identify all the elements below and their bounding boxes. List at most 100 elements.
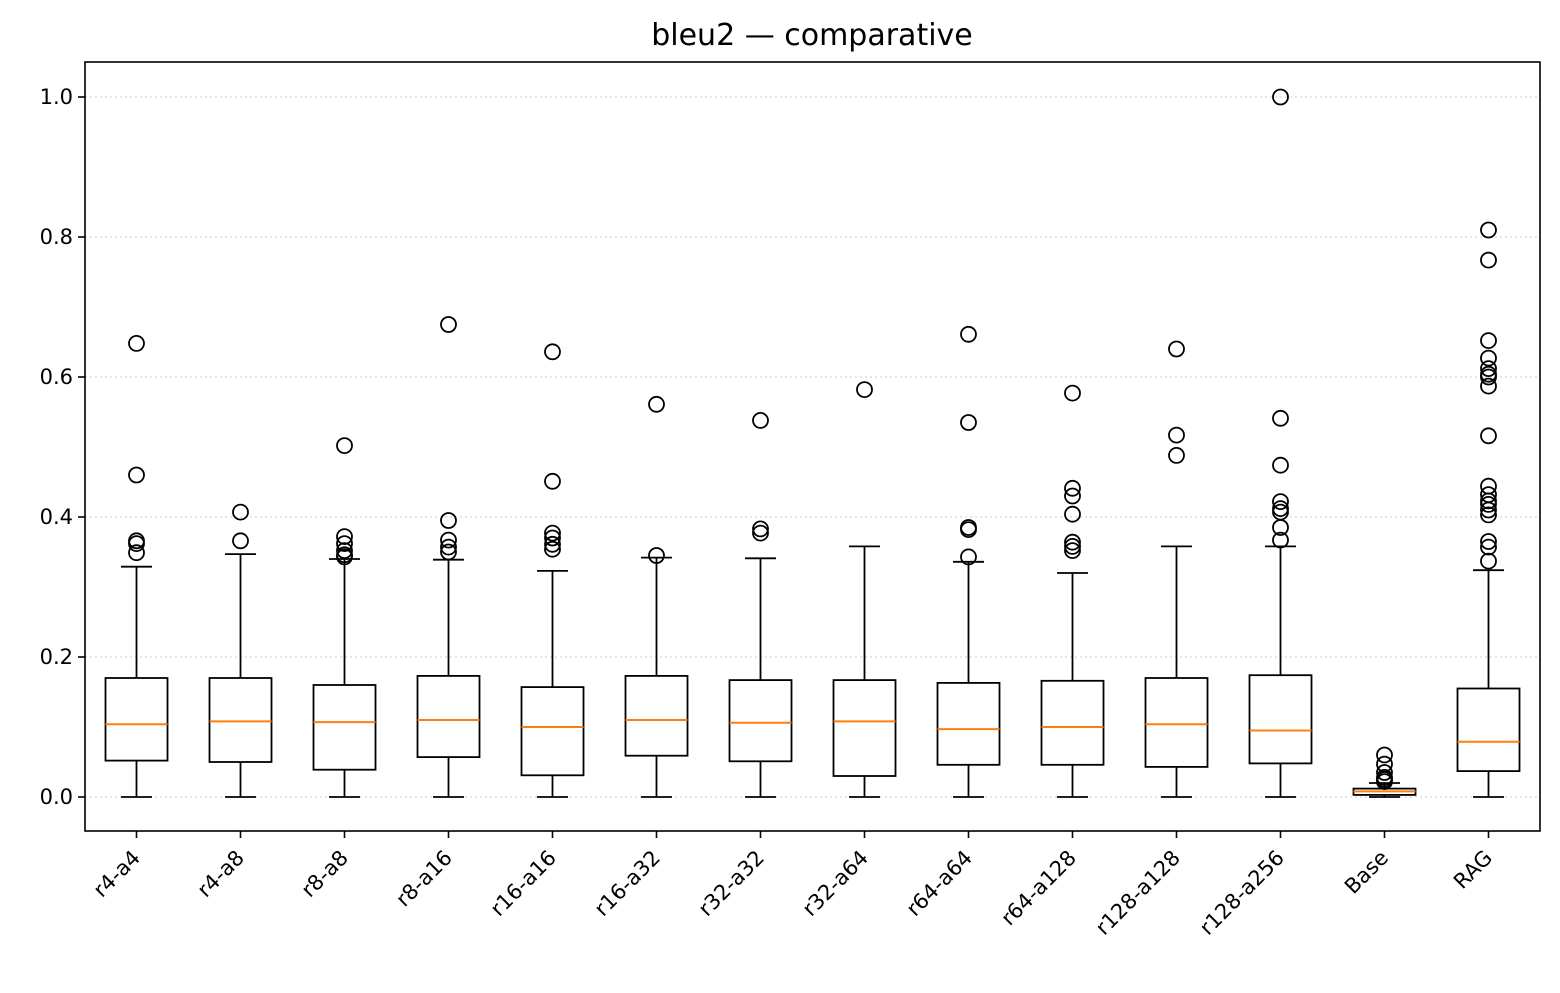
box xyxy=(728,679,793,763)
outlier-point xyxy=(1376,773,1393,790)
outlier-point xyxy=(1376,746,1393,764)
outlier-point xyxy=(1480,377,1497,395)
outlier-point xyxy=(440,531,457,549)
outlier-point xyxy=(648,395,665,413)
outlier-point xyxy=(544,343,561,361)
outlier-point xyxy=(1480,221,1497,239)
outlier-point xyxy=(1064,505,1081,523)
outlier-point xyxy=(1064,538,1081,555)
box-group xyxy=(1248,88,1313,798)
y-tick-label: 0.2 xyxy=(40,645,73,669)
outlier-point xyxy=(336,437,353,455)
outlier-point xyxy=(1480,533,1497,550)
outlier-point xyxy=(1376,764,1393,781)
outlier-point xyxy=(1064,479,1081,497)
outlier-point xyxy=(752,520,769,538)
box xyxy=(520,686,585,777)
box xyxy=(1248,674,1313,765)
y-tick-label: 0.8 xyxy=(40,225,73,249)
y-tick-label: 1.0 xyxy=(40,85,73,109)
box-group xyxy=(832,381,897,798)
outlier-point xyxy=(544,535,561,553)
outlier-point xyxy=(544,524,561,542)
outlier-point xyxy=(336,535,353,552)
outlier-point xyxy=(1272,531,1289,549)
box xyxy=(208,677,273,763)
outlier-point xyxy=(1480,552,1497,570)
box-group xyxy=(1144,340,1209,798)
outlier-point xyxy=(128,334,145,352)
outlier-point xyxy=(544,472,561,490)
outlier-point xyxy=(440,512,457,529)
outlier-point xyxy=(1168,426,1185,444)
outlier-point xyxy=(1272,409,1289,427)
outlier-point xyxy=(856,381,873,399)
box-group xyxy=(520,343,585,798)
box xyxy=(1040,679,1105,766)
outlier-point xyxy=(336,542,353,559)
outlier-point xyxy=(960,414,977,431)
outlier-point xyxy=(1480,360,1497,378)
outlier-point xyxy=(1480,332,1497,350)
outlier-point xyxy=(440,543,457,561)
box-group xyxy=(312,437,377,798)
box-group xyxy=(936,325,1001,798)
outlier-point xyxy=(1064,384,1081,402)
outlier-point xyxy=(440,316,457,333)
outlier-point xyxy=(1064,533,1081,551)
y-tick-label: 0.6 xyxy=(40,365,73,389)
outlier-point xyxy=(1480,506,1497,524)
outlier-point xyxy=(960,521,977,538)
box xyxy=(832,679,897,777)
outlier-point xyxy=(128,544,145,562)
y-tick-label: 0.0 xyxy=(40,785,73,809)
outlier-point xyxy=(1064,542,1081,559)
box xyxy=(104,677,169,762)
chart-title: bleu2 — comparative xyxy=(651,18,973,53)
outlier-point xyxy=(1064,487,1081,505)
outlier-point xyxy=(1480,427,1497,445)
outlier-point xyxy=(1272,88,1289,106)
outlier-point xyxy=(1272,456,1289,474)
outlier-point xyxy=(752,411,769,429)
box-series xyxy=(104,88,1521,798)
outlier-point xyxy=(232,503,249,521)
outlier-point xyxy=(1480,251,1497,269)
outlier-point xyxy=(648,547,665,564)
outlier-point xyxy=(960,325,977,343)
outlier-point xyxy=(1272,519,1289,536)
outlier-point xyxy=(1480,501,1497,519)
box xyxy=(312,684,377,771)
box-group xyxy=(416,316,481,798)
box xyxy=(416,675,481,759)
outlier-point xyxy=(336,548,353,566)
y-axis: 0.0 0.2 0.4 0.6 0.8 1.0 xyxy=(40,85,85,809)
outlier-point xyxy=(1480,495,1497,513)
outlier-point xyxy=(128,466,145,484)
box-group xyxy=(1040,384,1105,798)
outlier-point xyxy=(1272,493,1289,511)
box xyxy=(624,675,689,757)
y-tick-label: 0.4 xyxy=(40,505,73,529)
outlier-point xyxy=(1480,368,1497,386)
outlier-point xyxy=(1480,349,1497,367)
box-group xyxy=(208,503,273,798)
box xyxy=(1456,687,1521,772)
outlier-point xyxy=(1168,340,1185,358)
box-group xyxy=(1352,746,1417,798)
outlier-point xyxy=(1480,538,1497,556)
box-group xyxy=(104,334,169,798)
outlier-point xyxy=(752,524,769,542)
outlier-point xyxy=(544,540,561,558)
outlier-point xyxy=(440,538,457,556)
outlier-point xyxy=(544,529,561,547)
box-group xyxy=(1456,221,1521,798)
box xyxy=(1144,677,1209,768)
plot-area-frame xyxy=(84,61,1541,832)
outlier-point xyxy=(128,535,145,552)
box xyxy=(936,682,1001,766)
box-group xyxy=(728,411,793,798)
outlier-point xyxy=(960,548,977,566)
